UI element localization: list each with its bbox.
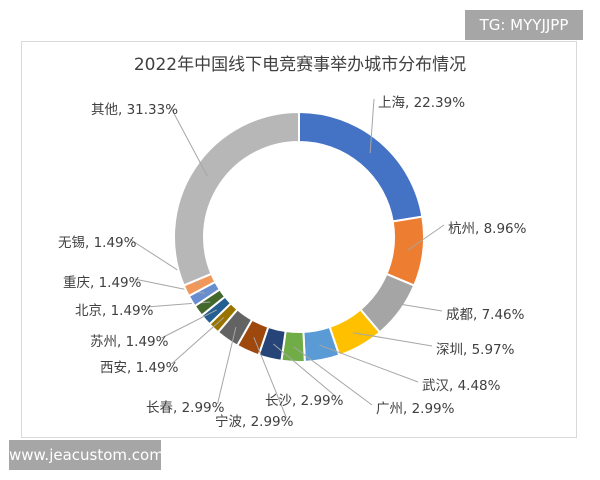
data-label: 广州, 2.99% [376,401,455,417]
chart-title: 2022年中国线下电竞赛事举办城市分布情况 [133,55,467,75]
data-label: 深圳, 5.97% [436,342,515,358]
chart-frame [21,41,577,438]
data-label: 长沙, 2.99% [265,393,344,409]
data-label: 武汉, 4.48% [422,378,501,394]
leader-line [407,224,445,251]
data-label: 北京, 1.49% [75,303,154,319]
slice-其他 [173,110,300,287]
watermark-top: TG: MYYJJPP [465,10,583,40]
leader-line [293,346,373,406]
data-label: 无锡, 1.49% [58,235,137,251]
data-label: 西安, 1.49% [100,360,179,376]
data-label: 其他, 31.33% [91,102,179,118]
leader-line [171,316,225,365]
leader-line [161,309,217,339]
leader-line [169,105,208,177]
leader-line [273,343,337,398]
leader-line [387,301,443,312]
data-label: 宁波, 2.99% [215,414,294,430]
leader-line [217,326,237,405]
data-label: 上海, 22.39% [378,95,466,111]
leader-line [369,98,375,154]
slice-上海 [298,110,424,223]
data-label: 长春, 2.99% [146,400,225,416]
data-label: 苏州, 1.49% [90,334,169,350]
watermark-bottom: www.jeacustom.com [9,440,164,470]
data-label: 成都, 7.46% [446,307,525,323]
leader-line [353,332,433,347]
data-label: 重庆, 1.49% [63,275,142,291]
leader-line [319,344,419,383]
leader-line [253,337,287,419]
data-label: 杭州, 8.96% [448,221,527,237]
